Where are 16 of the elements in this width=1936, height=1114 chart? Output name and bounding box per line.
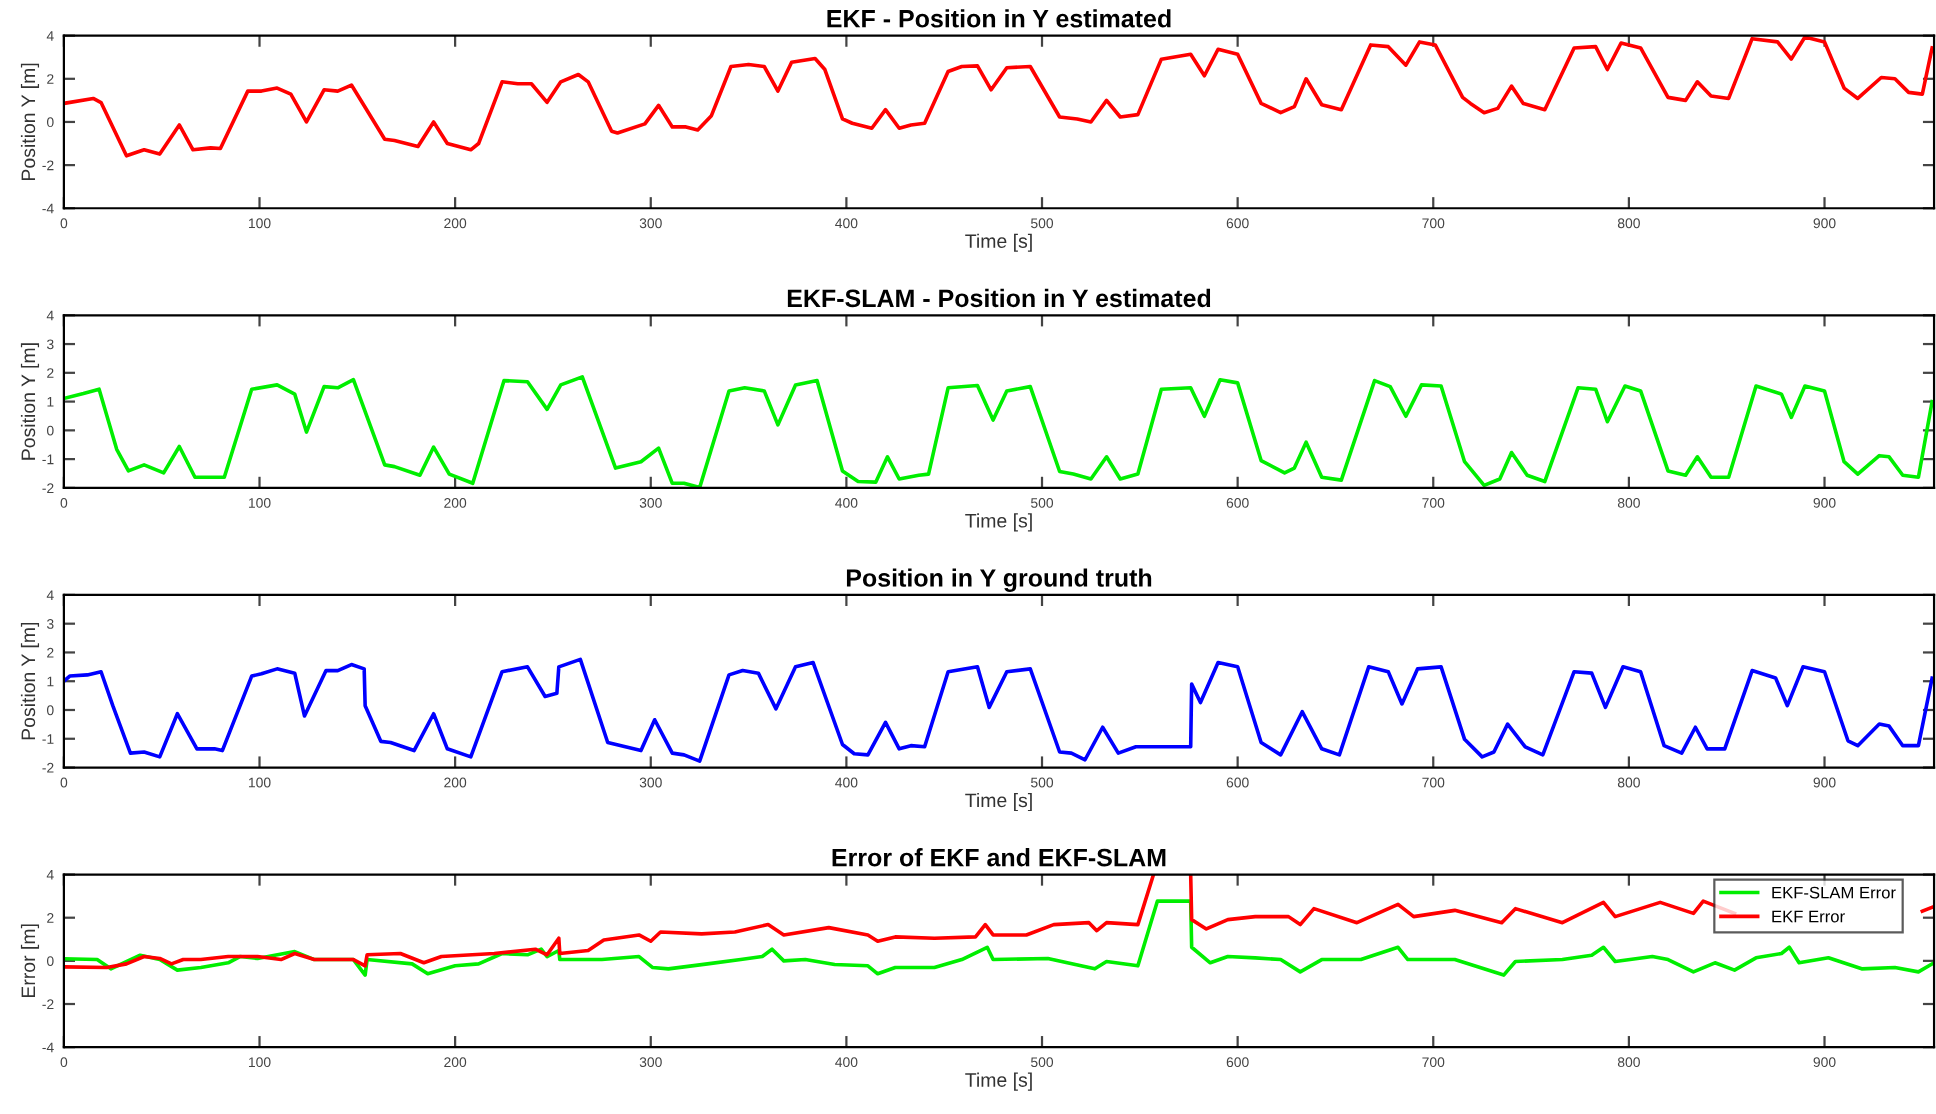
chart-title: EKF-SLAM - Position in Y estimated: [787, 288, 1211, 308]
x-axis-title: Time [s]: [965, 1072, 1032, 1091]
x-axis-title: Time [s]: [965, 513, 1032, 532]
y-axis-title: Position Y [m]: [20, 63, 40, 180]
y-axis-title: Position Y [m]: [20, 343, 40, 460]
series-label: EKF Error: [1772, 910, 1845, 923]
y-axis-title: Position Y [m]: [20, 622, 40, 740]
y-axis-title: Error [m]: [20, 924, 40, 998]
chart-title: Position in Y ground truth: [846, 568, 1152, 592]
chart-title: EKF - Position in Y estimated: [827, 9, 1171, 28]
line-series: [63, 657, 1934, 764]
chart-title: Error of EKF and EKF-SLAM: [832, 848, 1166, 867]
legend-label: EKF-SLAM Error: [1772, 886, 1896, 899]
x-axis-title: Time [s]: [965, 233, 1032, 252]
line-series: [63, 899, 1934, 977]
x-axis-title: Time [s]: [965, 792, 1032, 812]
